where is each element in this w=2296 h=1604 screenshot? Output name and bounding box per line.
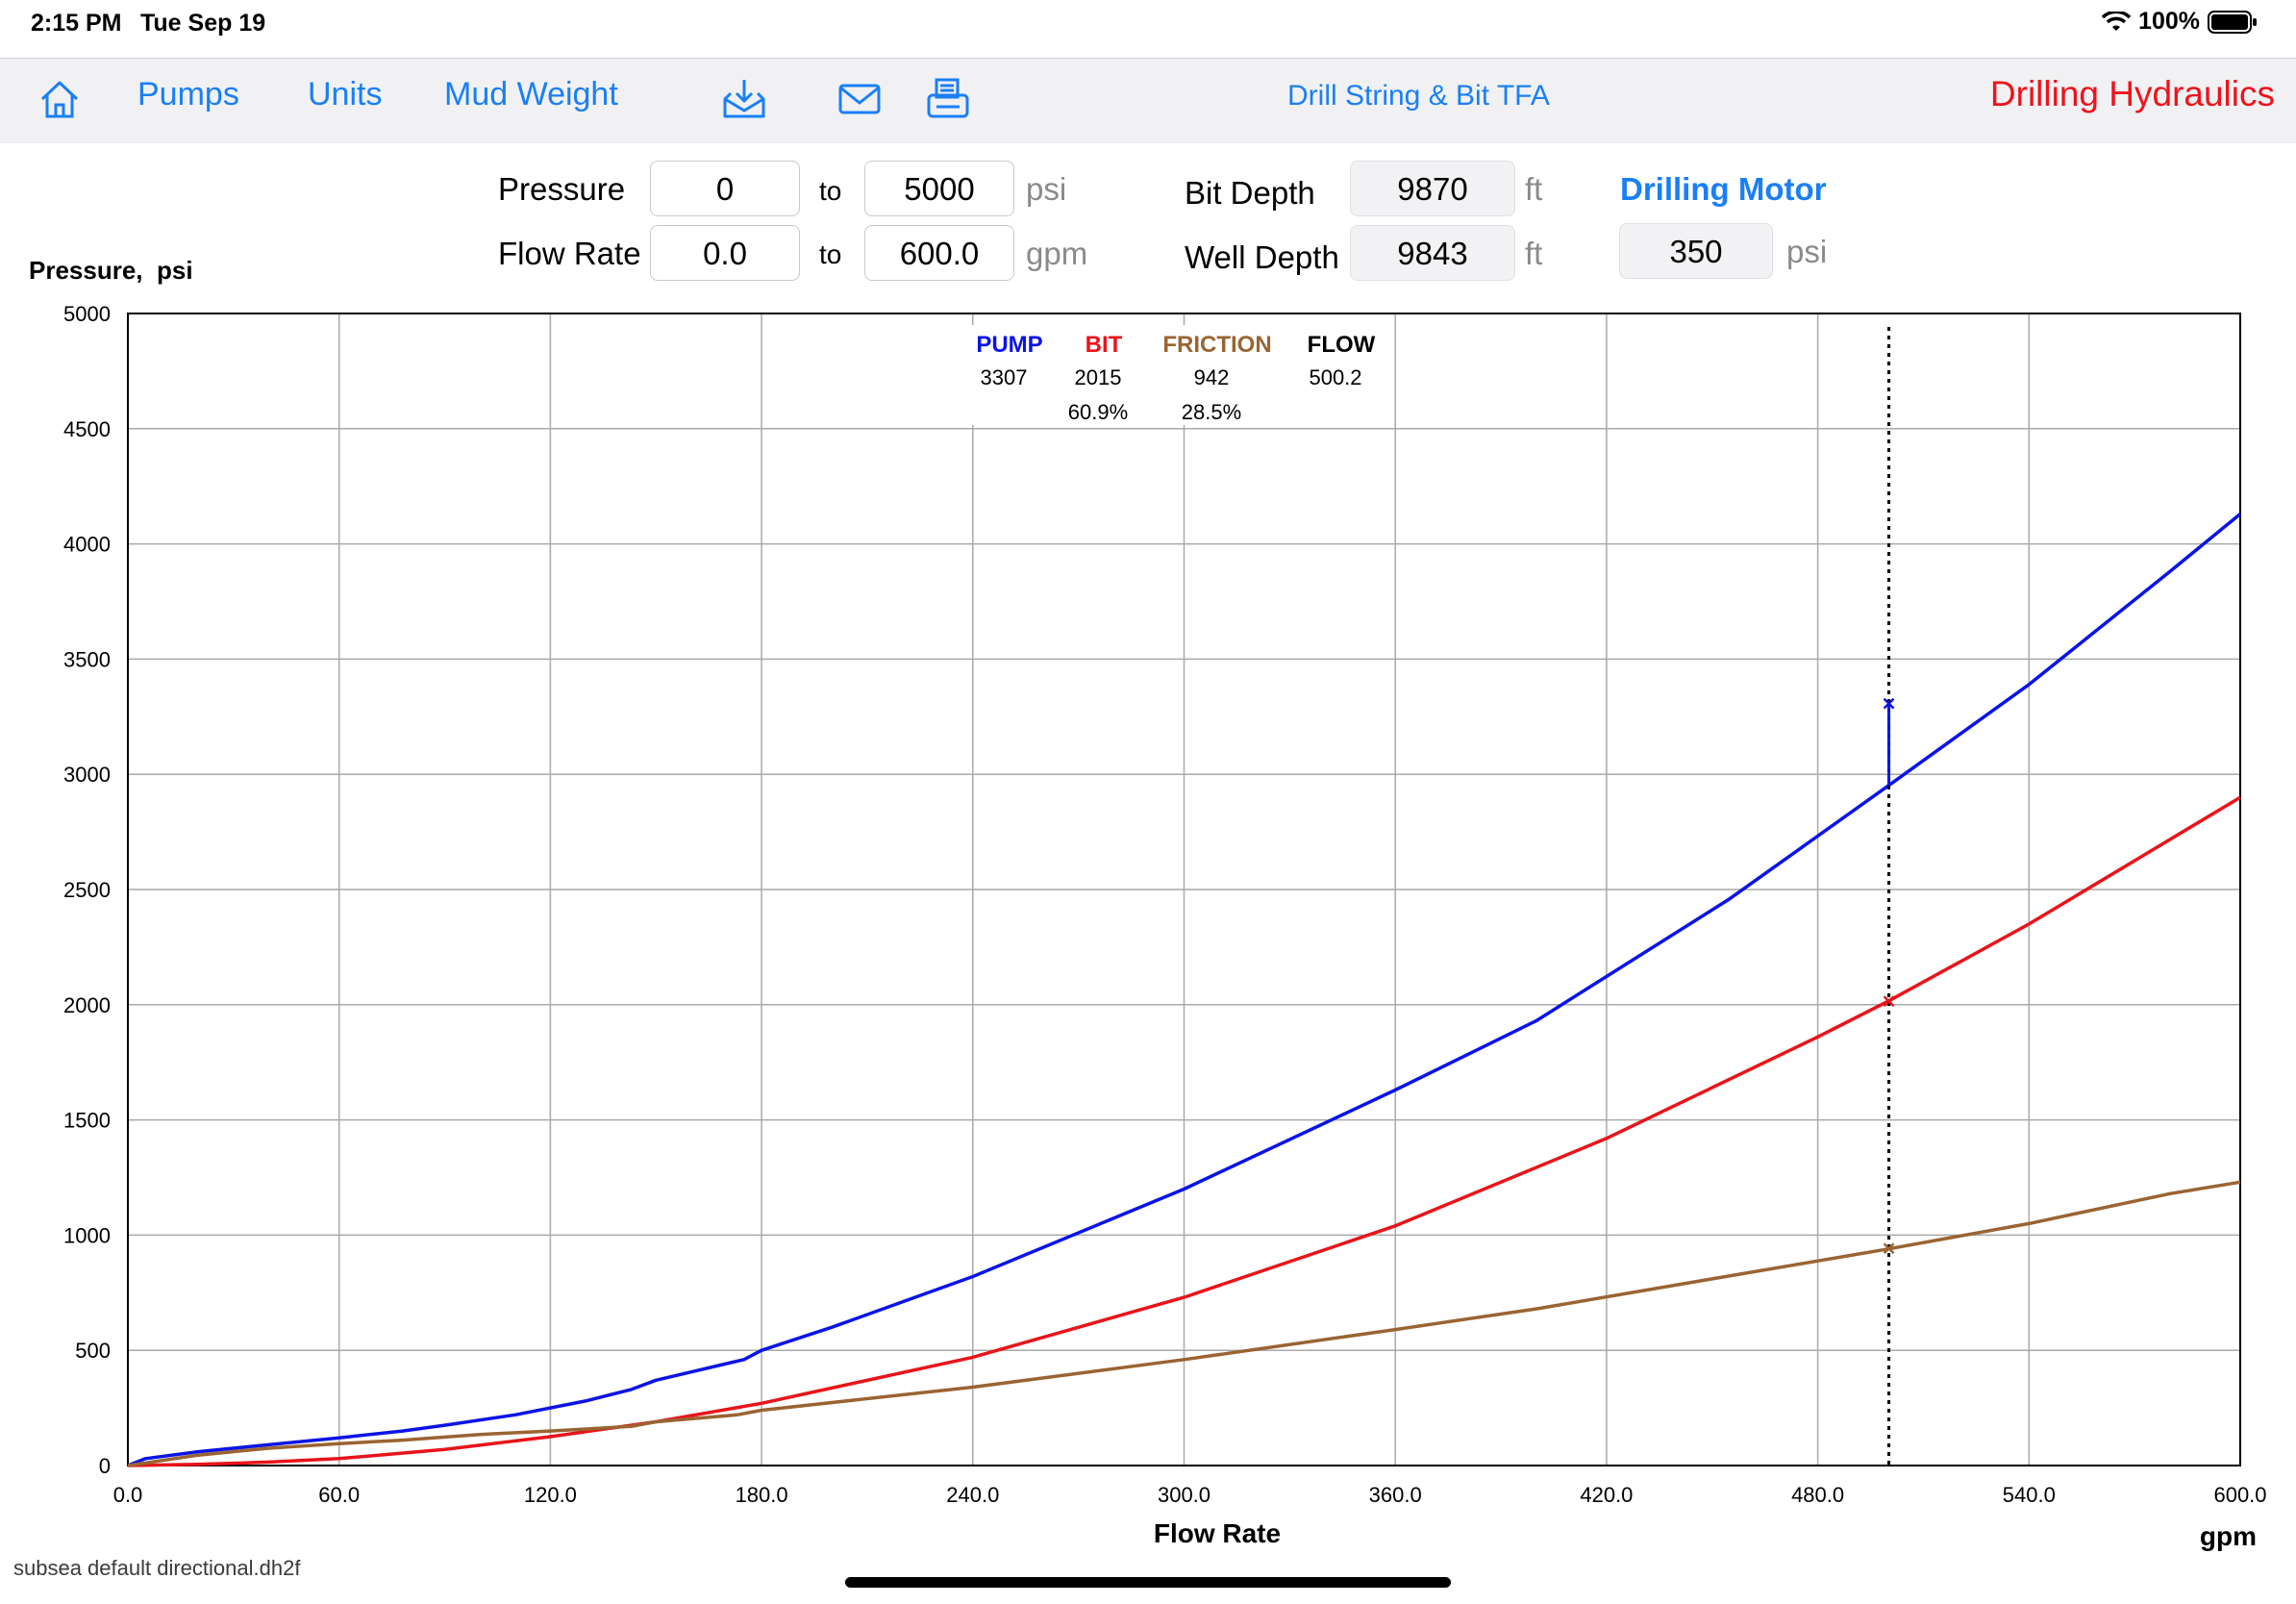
pressure-to-input[interactable]: 5000 [864, 161, 1014, 216]
pump-marker-point [1883, 697, 1895, 710]
pumps-button[interactable]: Pumps [137, 76, 239, 113]
y-tick-label: 1500 [63, 1109, 111, 1133]
y-tick-label: 2500 [63, 878, 111, 902]
download-tray-icon[interactable] [721, 76, 767, 122]
y-tick-labels: 0 500 1000 1500 2000 2500 3000 3500 4000 4500 5000 [63, 302, 111, 1478]
file-name: subsea default directional.dh2f [13, 1556, 301, 1580]
y-tick-label: 5000 [63, 302, 111, 326]
readout-background [961, 325, 1385, 425]
bit-depth-value: 9870 [1350, 161, 1515, 216]
status-date: Tue Sep 19 [140, 10, 266, 37]
readout-percent: 60.9% [1068, 400, 1128, 424]
plot-frame [127, 313, 2241, 1466]
readout-panel: PUMP BIT FRICTION FLOW 3307 2015 942 500.2 60.9%… [976, 332, 1375, 424]
x-tick-label: 0.0 [113, 1483, 143, 1507]
status-time: 2:15 PM [31, 10, 122, 37]
home-indicator [845, 1577, 1451, 1588]
y-axis-title: Pressure, psi [29, 256, 193, 285]
toolbar: Pumps Units Mud Weight Drill String & Bi… [0, 58, 2296, 143]
x-tick-label: 120.0 [524, 1483, 577, 1507]
flow-to-label: to [819, 239, 842, 269]
mail-icon[interactable] [836, 76, 883, 122]
chart-grid [128, 313, 2240, 1466]
battery-icon [2208, 10, 2257, 34]
wifi-icon [2102, 11, 2132, 31]
well-depth-unit: ft [1525, 236, 1543, 271]
x-tick-label: 300.0 [1158, 1483, 1210, 1507]
status-bar: 2:15 PM Tue Sep 19 100% [0, 0, 2296, 58]
pressure-unit: psi [1026, 171, 1067, 207]
x-tick-label: 360.0 [1369, 1483, 1422, 1507]
x-tick-label: 600.0 [2213, 1483, 2266, 1507]
friction-marker-point [1883, 1242, 1895, 1255]
y-tick-label: 4000 [63, 533, 111, 557]
flow-rate-label: Flow Rate [498, 236, 641, 271]
well-depth-label: Well Depth [1185, 239, 1339, 275]
units-button[interactable]: Units [308, 76, 383, 113]
readout-value: 500.2 [1309, 365, 1361, 389]
x-tick-labels: 0.0 60.0 120.0 180.0 240.0 300.0 360.0 420.0 480… [113, 1483, 2267, 1507]
x-axis-unit: gpm [2200, 1521, 2257, 1551]
readout-header-bit: BIT [1086, 332, 1123, 358]
y-tick-label: 4500 [63, 417, 111, 441]
mud-weight-button[interactable]: Mud Weight [444, 76, 618, 113]
pressure-label: Pressure [498, 171, 626, 207]
y-tick-label: 2000 [63, 993, 111, 1017]
bit-depth-label: Bit Depth [1185, 175, 1315, 211]
x-tick-label: 60.0 [318, 1483, 360, 1507]
y-tick-label: 3000 [63, 763, 111, 787]
motor-pressure-unit: psi [1786, 234, 1828, 269]
readout-header-flow: FLOW [1308, 332, 1376, 358]
bit-depth-unit: ft [1525, 171, 1543, 207]
motor-pressure-value: 350 [1619, 223, 1773, 279]
readout-percent: 28.5% [1182, 400, 1241, 424]
y-tick-label: 1000 [63, 1223, 111, 1247]
flow-to-input[interactable]: 600.0 [864, 225, 1014, 281]
x-tick-label: 180.0 [736, 1483, 788, 1507]
series-bit-line [127, 795, 2241, 1467]
readout-value: 942 [1194, 365, 1230, 389]
chart-curves [127, 513, 2242, 1467]
flow-from-input[interactable]: 0.0 [650, 225, 800, 281]
flow-marker[interactable] [1883, 327, 1895, 1466]
x-tick-label: 480.0 [1791, 1483, 1844, 1507]
readout-header-friction: FRICTION [1162, 332, 1271, 358]
pressure-to-label: to [819, 176, 842, 206]
battery-percent: 100% [2138, 8, 2200, 35]
x-tick-label: 540.0 [2003, 1483, 2056, 1507]
readout-value: 3307 [981, 365, 1028, 389]
pressure-from-input[interactable]: 0 [650, 161, 800, 216]
series-pump-line [127, 513, 2242, 1467]
pressure-flow-chart[interactable]: 0 500 1000 1500 2000 2500 3000 3500 4000 4500 5000… [0, 288, 2296, 1558]
x-tick-label: 240.0 [946, 1483, 999, 1507]
well-depth-value: 9843 [1350, 225, 1515, 281]
readout-value: 2015 [1075, 365, 1122, 389]
home-icon[interactable] [37, 76, 83, 122]
bit-marker-point [1883, 995, 1895, 1008]
y-tick-label: 3500 [63, 647, 111, 671]
drill-string-tfa-button[interactable]: Drill String & Bit TFA [1287, 80, 1550, 112]
x-tick-label: 420.0 [1580, 1483, 1633, 1507]
readout-header-pump: PUMP [976, 332, 1042, 358]
x-axis-title: Flow Rate [1154, 1518, 1281, 1548]
flow-unit: gpm [1026, 236, 1088, 271]
series-friction-line [127, 1180, 2241, 1467]
y-tick-label: 0 [99, 1454, 111, 1478]
print-icon[interactable] [925, 76, 971, 122]
y-tick-label: 500 [75, 1339, 111, 1363]
drilling-motor-button[interactable]: Drilling Motor [1620, 171, 1827, 207]
app-title: Drilling Hydraulics [1989, 74, 2275, 113]
status-right: 100% [2102, 8, 2258, 36]
